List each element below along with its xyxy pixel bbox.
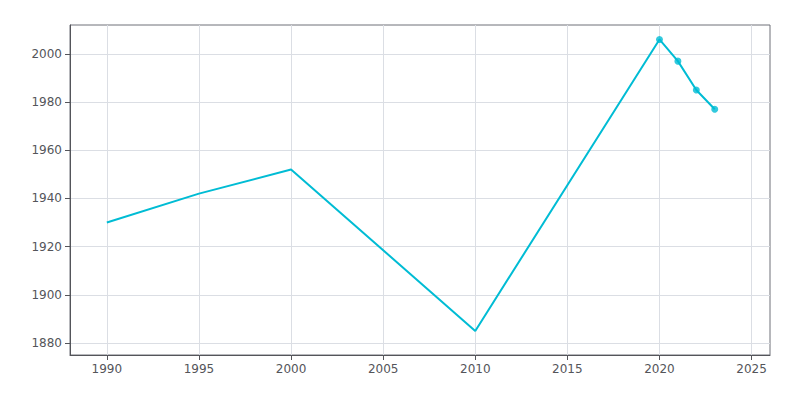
svg-text:1980: 1980	[31, 95, 62, 109]
svg-text:2010: 2010	[460, 362, 491, 376]
svg-text:2020: 2020	[644, 362, 675, 376]
svg-text:1880: 1880	[31, 336, 62, 350]
svg-text:2025: 2025	[736, 362, 767, 376]
svg-text:1940: 1940	[31, 191, 62, 205]
svg-text:2000: 2000	[276, 362, 307, 376]
svg-text:2000: 2000	[31, 47, 62, 61]
svg-text:1990: 1990	[92, 362, 123, 376]
svg-text:1920: 1920	[31, 240, 62, 254]
svg-text:1900: 1900	[31, 288, 62, 302]
svg-text:1995: 1995	[184, 362, 215, 376]
svg-text:1960: 1960	[31, 143, 62, 157]
svg-text:2005: 2005	[368, 362, 399, 376]
svg-text:2015: 2015	[552, 362, 583, 376]
